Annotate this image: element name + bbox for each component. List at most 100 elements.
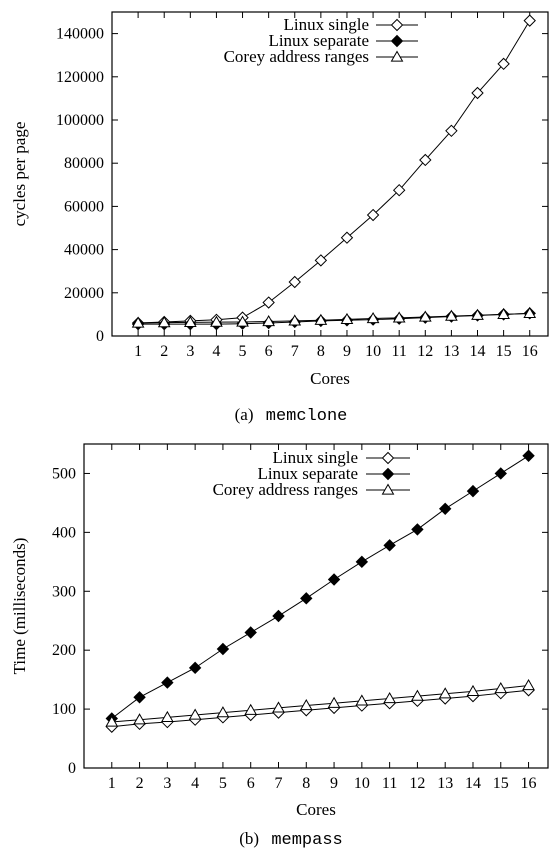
y-tick-label: 300 [52, 583, 76, 600]
data-point [419, 153, 432, 167]
y-tick-label: 40000 [64, 242, 104, 259]
data-point [314, 254, 328, 267]
x-tick-label: 16 [521, 775, 537, 792]
caption: (b) mempass [239, 829, 343, 850]
data-point [244, 703, 258, 715]
y-tick-label: 400 [52, 524, 76, 541]
series-group [131, 14, 537, 331]
data-point [523, 14, 536, 27]
data-point [411, 689, 424, 701]
data-point [340, 231, 354, 244]
data-point [288, 275, 301, 289]
data-point [445, 124, 458, 138]
legend-label: Linux separate [268, 31, 369, 50]
x-tick-label: 5 [219, 775, 227, 792]
y-tick-label: 20000 [64, 285, 104, 302]
data-point [160, 710, 174, 722]
data-point [392, 183, 406, 197]
x-tick-label: 7 [291, 343, 299, 360]
x-tick-label: 6 [247, 775, 255, 792]
chart-memclone: 020000400006000080000100000120000140000 … [10, 11, 549, 426]
data-point [314, 313, 328, 325]
data-point [494, 681, 508, 694]
x-tick-label: 7 [274, 775, 282, 792]
series-line [138, 20, 531, 324]
y-axis-label: Time (milliseconds) [10, 538, 29, 675]
data-point [188, 708, 202, 720]
data-point [216, 706, 230, 718]
data-point [105, 715, 119, 727]
data-point [183, 315, 197, 328]
x-ticks: 1 2 3 4 5 6 7 8 9 10 11 12 13 14 15 16 [108, 444, 537, 792]
data-point [244, 626, 257, 639]
x-tick-label: 12 [409, 775, 425, 792]
data-point [299, 699, 313, 711]
y-tick-label: 120000 [56, 69, 104, 86]
data-point [383, 539, 396, 552]
plot-frame [111, 11, 549, 337]
data-point [133, 691, 146, 704]
y-tick-label: 0 [96, 328, 104, 345]
data-point [210, 315, 223, 327]
x-tick-label: 8 [317, 343, 325, 360]
data-point [522, 449, 535, 462]
x-tick-label: 11 [391, 343, 406, 360]
x-tick-label: 11 [382, 775, 397, 792]
data-point [381, 451, 395, 465]
x-tick-label: 8 [302, 775, 310, 792]
x-tick-label: 13 [437, 775, 453, 792]
data-point [383, 691, 396, 704]
x-tick-label: 6 [265, 343, 273, 360]
data-point [497, 307, 510, 320]
x-tick-label: 16 [522, 343, 538, 360]
data-point [466, 484, 480, 498]
data-point [236, 315, 249, 327]
x-tick-label: 4 [212, 343, 220, 360]
data-point [445, 309, 458, 321]
x-tick-label: 2 [136, 775, 144, 792]
data-point [438, 687, 452, 699]
data-point [262, 296, 275, 309]
x-tick-label: 12 [417, 343, 433, 360]
data-point [340, 312, 354, 324]
x-axis-label: Cores [310, 369, 350, 388]
legend-label: Corey address ranges [213, 480, 358, 499]
series-line [138, 312, 530, 324]
y-tick-label: 140000 [56, 26, 104, 43]
x-tick-label: 14 [465, 775, 481, 792]
data-point [466, 684, 480, 697]
data-point [216, 642, 230, 656]
caption-name: memclone [266, 407, 348, 426]
data-point [497, 57, 510, 71]
y-tick-label: 80000 [64, 155, 104, 172]
series-group [105, 449, 535, 733]
caption-prefix: (b) [239, 829, 259, 848]
x-tick-label: 4 [191, 775, 199, 792]
x-tick-label: 9 [330, 775, 338, 792]
data-point [411, 523, 424, 536]
y-ticks: 0 20000 40000 60000 80000 100000 120000 140000 [56, 26, 548, 345]
data-point [288, 314, 302, 326]
data-point [327, 573, 341, 586]
x-tick-label: 1 [134, 343, 142, 360]
legend-label: Linux single [273, 448, 358, 467]
data-point [300, 592, 313, 605]
x-tick-label: 2 [160, 343, 168, 360]
data-point [131, 316, 145, 328]
data-point [390, 50, 404, 62]
y-axis-label: cycles per page [10, 122, 29, 227]
data-point [161, 676, 174, 689]
y-tick-label: 100 [52, 701, 76, 718]
x-tick-label: 15 [493, 775, 509, 792]
series-line [111, 455, 529, 719]
x-tick-label: 10 [365, 343, 381, 360]
x-axis-label: Cores [296, 800, 336, 819]
data-point [366, 311, 380, 324]
x-tick-label: 3 [186, 343, 194, 360]
x-tick-label: 3 [163, 775, 171, 792]
data-point [188, 661, 202, 675]
data-point [392, 311, 406, 323]
data-point [272, 609, 285, 623]
x-tick-label: 10 [354, 775, 370, 792]
y-tick-label: 500 [52, 465, 76, 482]
